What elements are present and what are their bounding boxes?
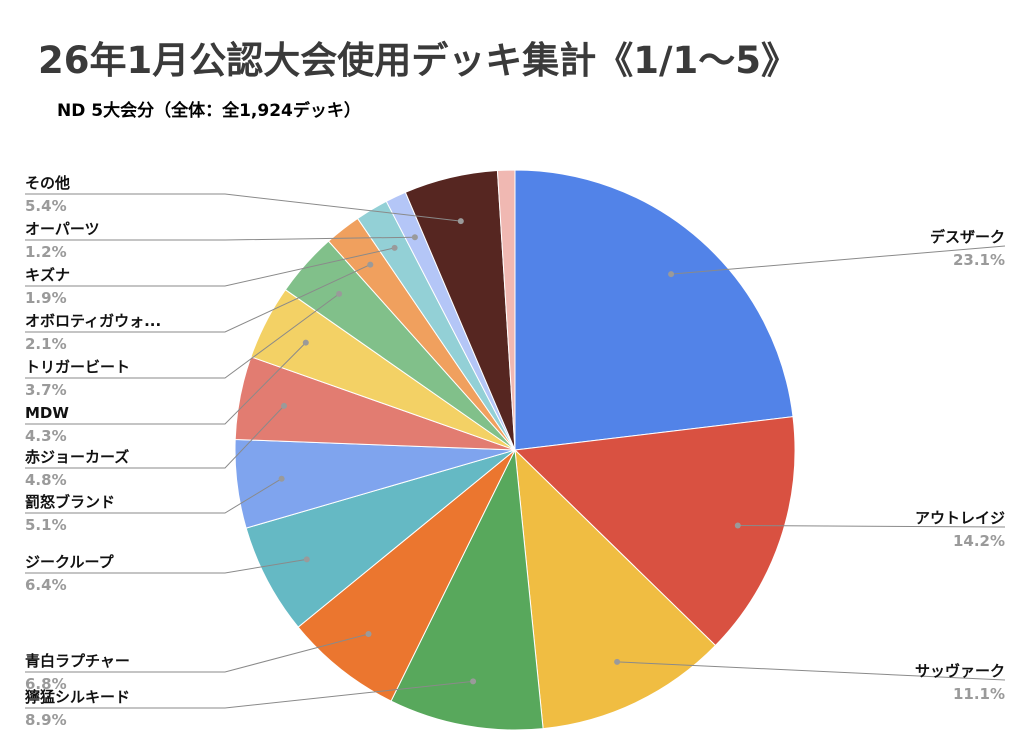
pie-slice bbox=[390, 448, 544, 731]
slice-value-label: 23.1% bbox=[953, 251, 1005, 269]
leader-line bbox=[25, 478, 282, 514]
slice-value-label: 2.1% bbox=[25, 335, 67, 353]
pie-slice bbox=[514, 448, 717, 730]
slice-label: アウトレイジ bbox=[915, 509, 1005, 527]
leader-line bbox=[737, 525, 1006, 528]
leader-dot bbox=[302, 339, 309, 346]
slice-value-label: 5.1% bbox=[25, 516, 67, 534]
leader-dot bbox=[457, 218, 464, 225]
slice-label: 罰怒ブランド bbox=[25, 493, 115, 511]
leader-line bbox=[25, 558, 307, 574]
leader-line bbox=[25, 264, 371, 333]
leader-line bbox=[671, 245, 1006, 275]
leader-dot bbox=[278, 475, 285, 482]
pie-slice bbox=[513, 416, 796, 647]
chart-subtitle: ND 5大会分（全体：全1,924デッキ） bbox=[57, 101, 361, 121]
pie-slice bbox=[245, 449, 516, 628]
slice-value-label: 8.9% bbox=[25, 711, 67, 729]
leader-dot bbox=[281, 402, 287, 409]
leader-line bbox=[25, 680, 474, 709]
leader-line bbox=[25, 293, 340, 379]
leader-dot bbox=[470, 678, 477, 685]
slice-labels: デスザーク 23.1% アウトレイジ 14.2% サッヴァーク 11.1% 獰猛シルキード 8… bbox=[24, 174, 1005, 729]
leader-line bbox=[25, 236, 415, 241]
slice-label: デスザーク bbox=[930, 228, 1005, 246]
leader-dot bbox=[367, 261, 374, 268]
leader-line bbox=[25, 405, 285, 469]
slice-label: 赤ジョーカーズ bbox=[25, 448, 129, 466]
pie-slice bbox=[514, 169, 794, 451]
slice-value-label: 6.4% bbox=[25, 576, 67, 594]
slice-value-label: 1.2% bbox=[25, 243, 67, 261]
leader-line bbox=[25, 342, 307, 425]
slice-label: オーパーツ bbox=[25, 220, 100, 238]
slice-label: 青白ラプチャー bbox=[25, 652, 130, 670]
slice-label: 獰猛シルキード bbox=[24, 688, 130, 706]
slice-label: キズナ bbox=[25, 266, 70, 284]
slice-value-label: 14.2% bbox=[953, 532, 1005, 550]
leader-line bbox=[25, 247, 395, 287]
leader-dot bbox=[614, 658, 621, 665]
pie-slices bbox=[234, 169, 796, 731]
leader-dot bbox=[365, 631, 372, 637]
slice-label: その他 bbox=[25, 174, 70, 192]
chart-title: 26年1月公認大会使用デッキ集計《1/1〜5》 bbox=[38, 39, 798, 82]
slice-value-label: 1.9% bbox=[25, 289, 67, 307]
leader-dot bbox=[668, 271, 675, 278]
slice-value-label: 5.4% bbox=[25, 197, 67, 215]
slice-label: オボロティガウォ... bbox=[25, 312, 161, 330]
leader-dot bbox=[411, 234, 418, 241]
slice-value-label: 3.7% bbox=[25, 381, 67, 399]
leader-dot bbox=[391, 244, 398, 251]
leader-line bbox=[617, 661, 1006, 681]
slice-label: ジークループ bbox=[25, 553, 115, 571]
slice-value-label: 6.8% bbox=[25, 675, 67, 693]
leader-line bbox=[25, 193, 461, 222]
leader-dot bbox=[336, 290, 343, 297]
pie-slice bbox=[496, 169, 516, 451]
slice-value-label: 4.3% bbox=[25, 427, 67, 445]
leader-lines bbox=[25, 193, 1006, 709]
slice-label: MDW bbox=[25, 404, 69, 422]
slice-label: トリガービート bbox=[25, 358, 130, 376]
leader-line bbox=[25, 633, 369, 673]
leader-dot bbox=[734, 522, 741, 529]
slice-value-label: 11.1% bbox=[953, 685, 1005, 703]
slice-value-label: 4.8% bbox=[25, 471, 67, 489]
leader-dot bbox=[303, 556, 310, 563]
slice-label: サッヴァーク bbox=[915, 662, 1005, 680]
